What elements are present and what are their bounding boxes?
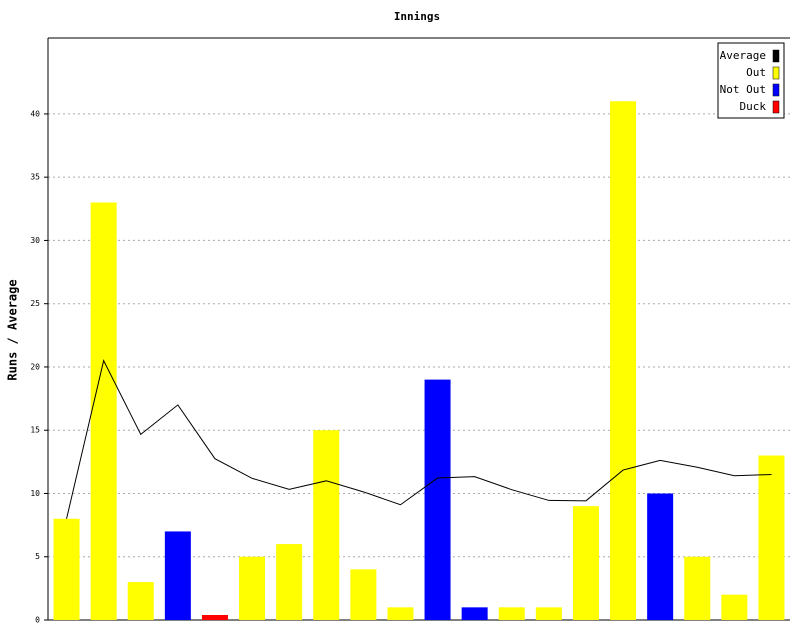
bar <box>127 582 154 620</box>
bar <box>201 615 228 620</box>
legend-label: Out <box>746 66 766 79</box>
bar <box>572 506 599 620</box>
bar <box>461 607 488 620</box>
y-tick-label: 40 <box>30 109 40 118</box>
bar <box>498 607 525 620</box>
y-tick-label: 0 <box>35 616 40 625</box>
legend-label: Average <box>720 49 766 62</box>
y-tick-label: 15 <box>30 426 40 435</box>
bar <box>535 607 562 620</box>
y-tick-label: 5 <box>35 552 40 561</box>
bar <box>313 430 340 620</box>
y-tick-label: 20 <box>30 362 40 371</box>
legend-swatch <box>772 100 780 114</box>
bar <box>387 607 414 620</box>
bar <box>164 531 191 620</box>
legend-swatch <box>772 83 780 97</box>
legend-swatch <box>772 49 780 63</box>
bar <box>53 518 80 620</box>
chart-title: Innings <box>394 10 440 23</box>
y-tick-label: 25 <box>30 299 40 308</box>
legend-label: Duck <box>740 100 767 113</box>
legend-swatch <box>772 66 780 80</box>
bar <box>684 556 711 620</box>
bar <box>647 493 674 620</box>
bar <box>424 379 451 620</box>
y-axis-label: Runs / Average <box>6 279 20 380</box>
y-tick-label: 10 <box>30 489 40 498</box>
y-tick-label: 35 <box>30 173 40 182</box>
bar <box>610 101 637 621</box>
bar <box>239 556 266 620</box>
bar <box>90 202 117 620</box>
legend-label: Not Out <box>720 83 766 96</box>
bar <box>758 455 785 620</box>
average-line <box>66 359 772 519</box>
bar <box>350 569 377 620</box>
y-tick-label: 30 <box>30 236 40 245</box>
bar <box>276 544 303 620</box>
bar <box>721 594 748 620</box>
